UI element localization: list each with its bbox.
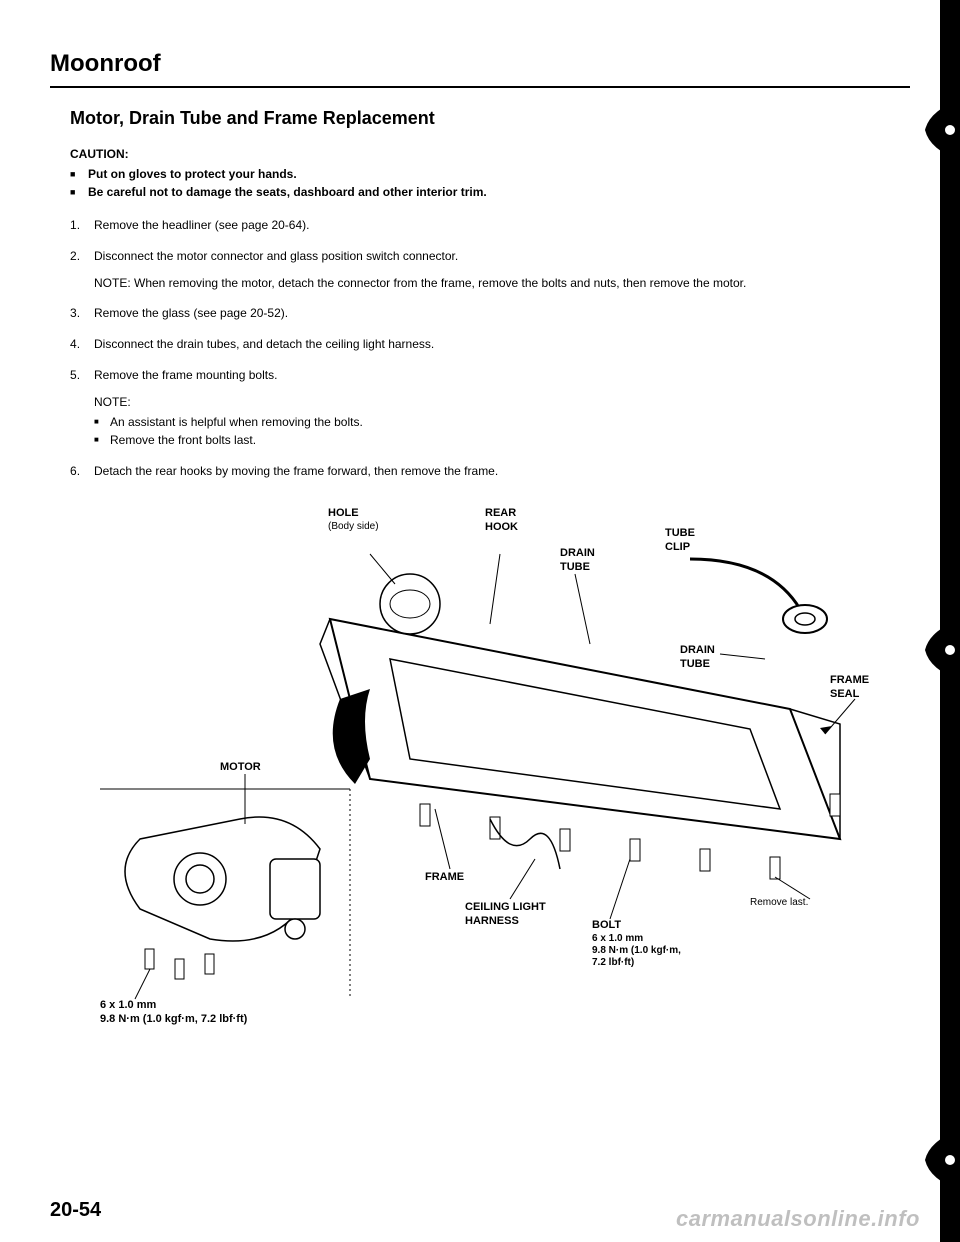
label-drain-tube-top: DRAIN TUBE — [560, 547, 595, 573]
note-bullet: An assistant is helpful when removing th… — [94, 413, 910, 431]
caution-block: CAUTION: Put on gloves to protect your h… — [70, 147, 910, 201]
label-rear-hook: REAR HOOK — [485, 507, 518, 533]
step-text: Detach the rear hooks by moving the fram… — [94, 464, 498, 478]
moonroof-frame-diagram: HOLE (Body side) REAR HOOK TUBE CLIP DRA… — [70, 499, 890, 1039]
label-remove-last: Remove last. — [750, 897, 808, 909]
section-title: Motor, Drain Tube and Frame Replacement — [70, 108, 910, 129]
page-title: Moonroof — [50, 50, 910, 78]
label-tube-clip: TUBE CLIP — [665, 527, 695, 553]
label-hole: HOLE (Body side) — [328, 507, 379, 532]
step-text: Remove the headliner (see page 20-64). — [94, 218, 309, 232]
step-item: Disconnect the motor connector and glass… — [70, 248, 910, 292]
label-drain-tube-top-line2: TUBE — [560, 561, 595, 574]
watermark: carmanualsonline.info — [676, 1206, 920, 1232]
step-item: Remove the glass (see page 20-52). — [70, 305, 910, 322]
label-motor: MOTOR — [220, 761, 261, 774]
label-tube-clip-line1: TUBE — [665, 527, 695, 540]
label-frame-seal-line2: SEAL — [830, 688, 869, 701]
diagram-svg — [70, 499, 890, 1039]
step-text: Disconnect the motor connector and glass… — [94, 249, 458, 263]
label-bolt-left: 6 x 1.0 mm 9.8 N·m (1.0 kgf·m, 7.2 lbf·f… — [100, 999, 247, 1025]
step-item: Remove the headliner (see page 20-64). — [70, 217, 910, 234]
note-block: NOTE: An assistant is helpful when remov… — [94, 394, 910, 449]
side-tabs — [910, 0, 960, 1242]
label-bolt-line1: BOLT — [592, 919, 681, 932]
label-bolt-left-line1: 6 x 1.0 mm — [100, 999, 247, 1012]
label-bolt-left-line2: 9.8 N·m (1.0 kgf·m, 7.2 lbf·ft) — [100, 1013, 247, 1026]
manual-page: Moonroof Motor, Drain Tube and Frame Rep… — [0, 0, 960, 1059]
tab-icon — [910, 100, 960, 160]
label-ceiling-light-line1: CEILING LIGHT — [465, 901, 546, 914]
step-text: Disconnect the drain tubes, and detach t… — [94, 337, 434, 351]
caution-item: Be careful not to damage the seats, dash… — [70, 183, 910, 201]
tab-icon — [910, 1130, 960, 1190]
step-note: NOTE: When removing the motor, detach th… — [94, 275, 910, 292]
label-drain-tube-right-line2: TUBE — [680, 658, 715, 671]
label-bolt: BOLT 6 x 1.0 mm 9.8 N·m (1.0 kgf·m, 7.2 … — [592, 919, 681, 968]
label-drain-tube-top-line1: DRAIN — [560, 547, 595, 560]
label-rear-hook-line2: HOOK — [485, 521, 518, 534]
label-frame-seal-line1: FRAME — [830, 674, 869, 687]
label-frame: FRAME — [425, 871, 464, 884]
label-hole-line1: HOLE — [328, 507, 379, 520]
step-item: Remove the frame mounting bolts. NOTE: A… — [70, 367, 910, 449]
step-text: Remove the glass (see page 20-52). — [94, 306, 288, 320]
label-bolt-line4: 7.2 lbf·ft) — [592, 957, 681, 969]
step-item: Disconnect the drain tubes, and detach t… — [70, 336, 910, 353]
caution-list: Put on gloves to protect your hands. Be … — [70, 165, 910, 201]
page-number: 20-54 — [50, 1199, 101, 1222]
caution-item: Put on gloves to protect your hands. — [70, 165, 910, 183]
label-bolt-line2: 6 x 1.0 mm — [592, 933, 681, 945]
steps-list: Remove the headliner (see page 20-64). D… — [70, 217, 910, 479]
label-drain-tube-right: DRAIN TUBE — [680, 644, 715, 670]
label-tube-clip-line2: CLIP — [665, 541, 695, 554]
label-bolt-line3: 9.8 N·m (1.0 kgf·m, — [592, 945, 681, 957]
label-hole-line2: (Body side) — [328, 521, 379, 533]
label-rear-hook-line1: REAR — [485, 507, 518, 520]
note-bullets: An assistant is helpful when removing th… — [94, 413, 910, 449]
label-drain-tube-right-line1: DRAIN — [680, 644, 715, 657]
caution-label: CAUTION: — [70, 147, 910, 161]
label-ceiling-light: CEILING LIGHT HARNESS — [465, 901, 546, 927]
label-ceiling-light-line2: HARNESS — [465, 915, 546, 928]
label-frame-seal: FRAME SEAL — [830, 674, 869, 700]
note-label: NOTE: — [94, 394, 910, 411]
title-rule — [50, 86, 910, 88]
step-text: Remove the frame mounting bolts. — [94, 368, 277, 382]
tab-icon — [910, 620, 960, 680]
step-item: Detach the rear hooks by moving the fram… — [70, 463, 910, 480]
note-bullet: Remove the front bolts last. — [94, 431, 910, 449]
